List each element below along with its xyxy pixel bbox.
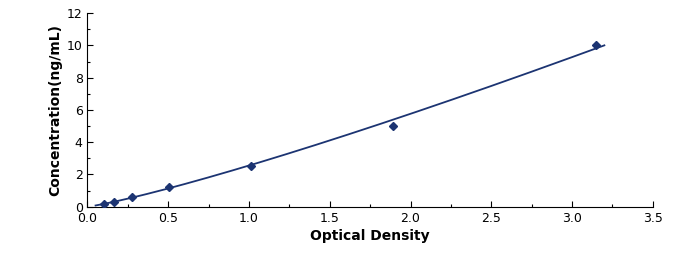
X-axis label: Optical Density: Optical Density bbox=[310, 229, 430, 243]
Y-axis label: Concentration(ng/mL): Concentration(ng/mL) bbox=[48, 24, 63, 196]
